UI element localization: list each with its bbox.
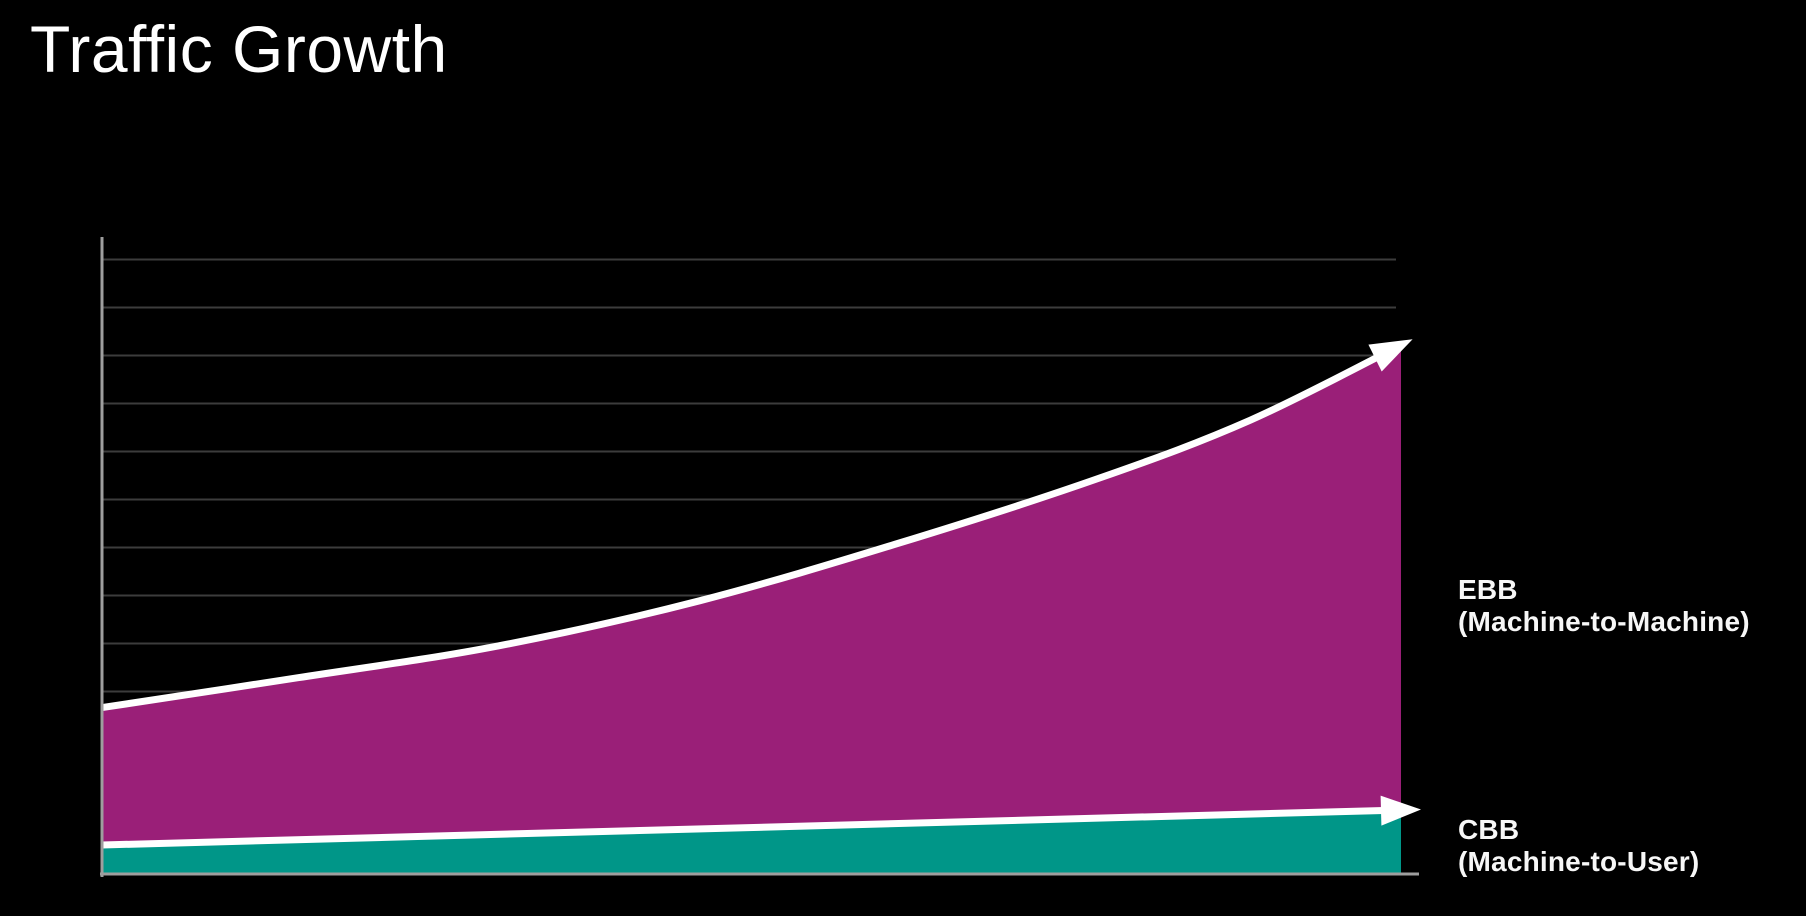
cbb-trend-line [101,806,1402,849]
ebb-series-name: EBB [1458,574,1518,605]
cbb-area [102,810,1401,873]
cbb-series-name: CBB [1458,814,1520,845]
cbb-series-label: CBB (Machine-to-User) [1458,814,1699,878]
ebb-series-description: (Machine-to-Machine) [1458,606,1750,638]
ebb-arrowhead-icon [1368,339,1413,372]
ebb-series-label: EBB (Machine-to-Machine) [1458,574,1750,638]
ebb-area [102,345,1401,874]
cbb-arrowhead-icon [1380,795,1421,826]
page-title: Traffic Growth [30,12,448,86]
cbb-series-description: (Machine-to-User) [1458,846,1700,878]
ebb-trend-line [101,341,1403,712]
